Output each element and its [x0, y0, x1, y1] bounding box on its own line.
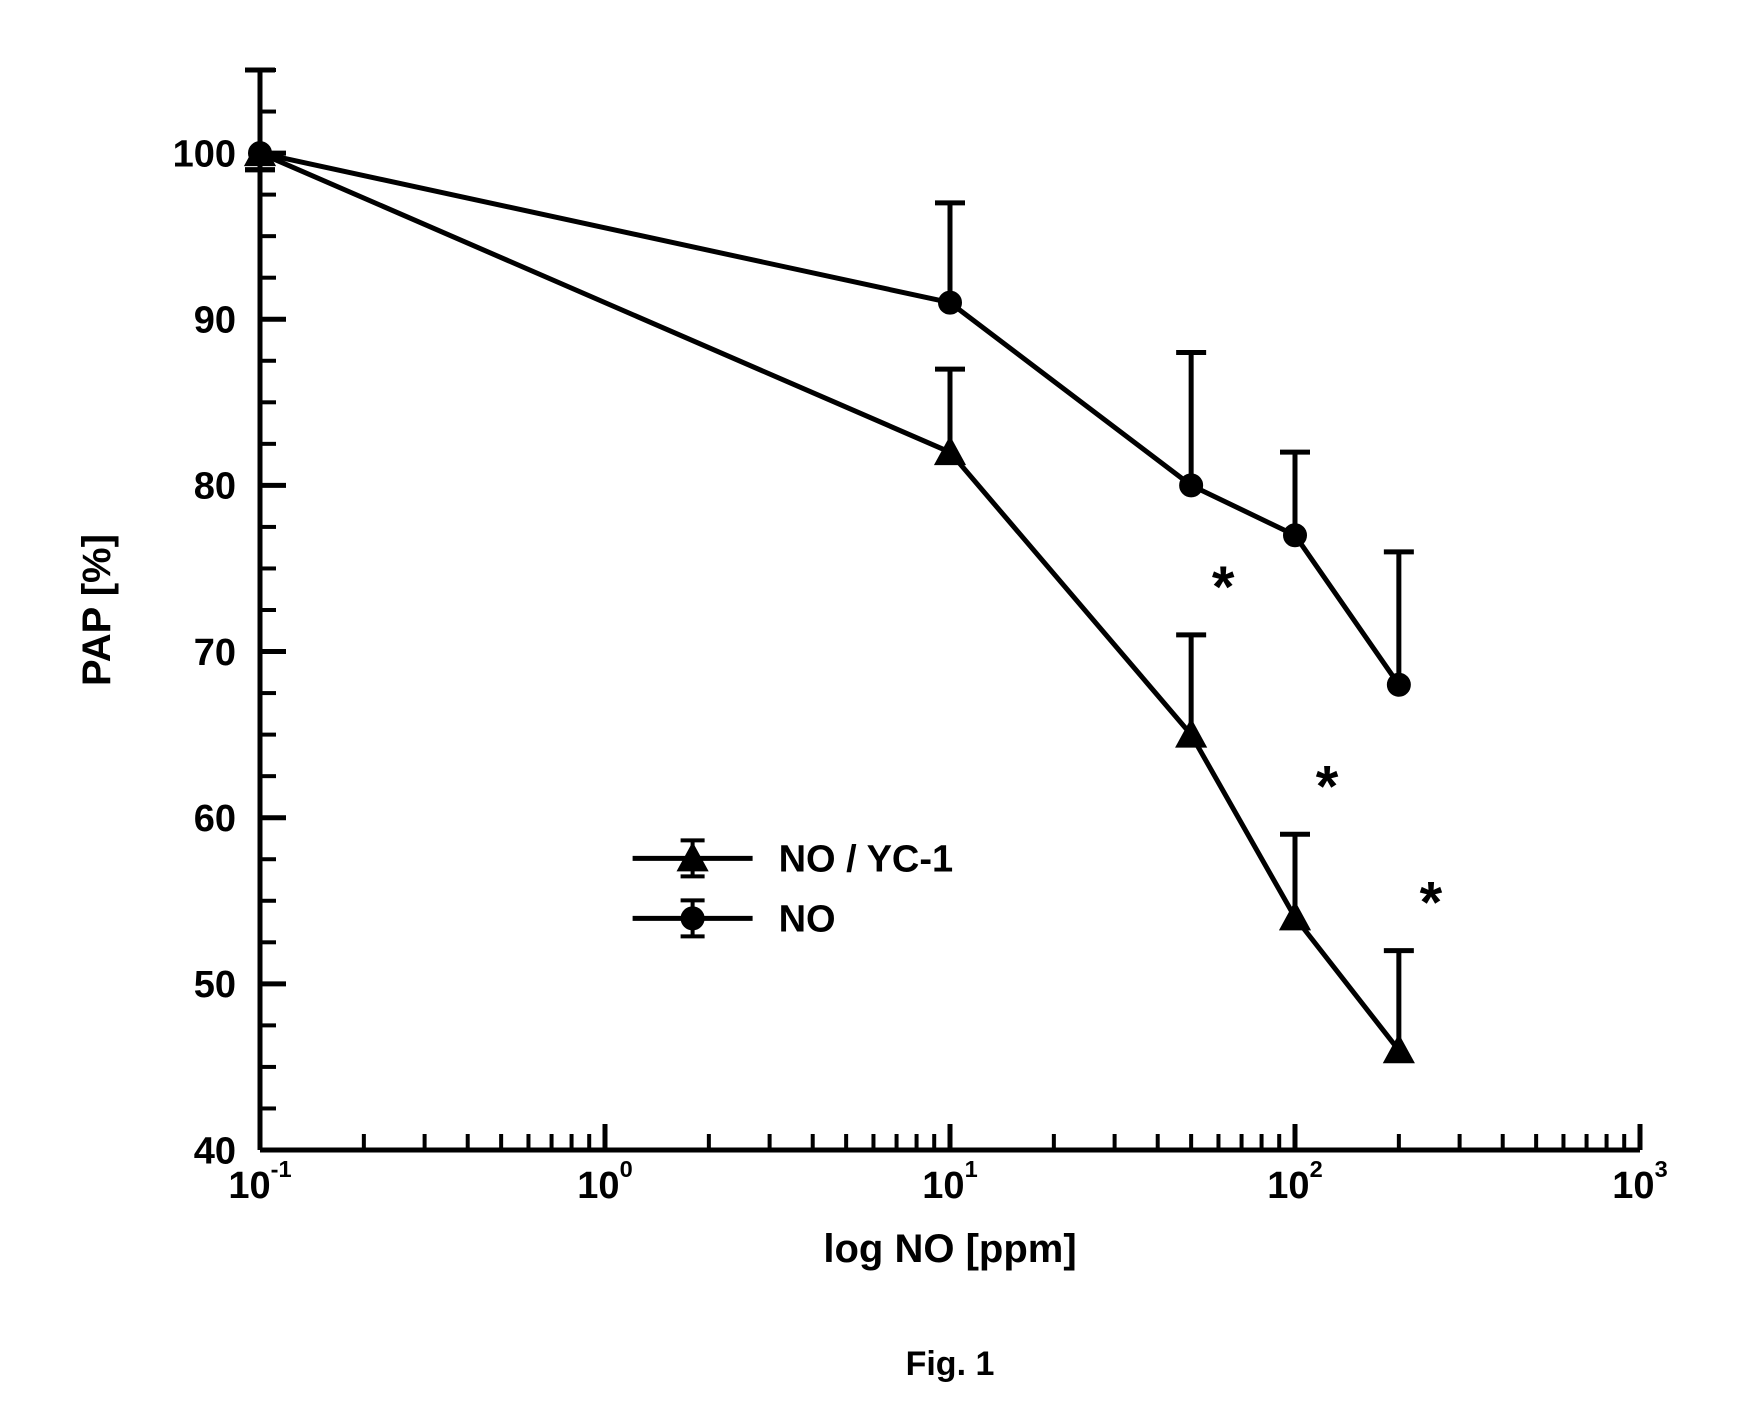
x-tick-label: 100 [577, 1156, 632, 1207]
marker-circle [1284, 524, 1306, 546]
x-tick-label: 103 [1612, 1156, 1667, 1207]
marker-triangle [1281, 903, 1310, 929]
series-no_yc1: * * * [245, 70, 1443, 1062]
x-tick-label: 10-1 [228, 1156, 291, 1207]
y-tick-label: 50 [194, 964, 236, 1006]
chart-svg: 40506070809010010-1100101102103PAP [%]lo… [0, 0, 1764, 1415]
marker-circle [1180, 474, 1202, 496]
legend-label: NO [779, 899, 836, 941]
y-tick-label: 60 [194, 798, 236, 840]
marker-circle [1388, 674, 1410, 696]
legend-label: NO / YC-1 [779, 839, 954, 881]
y-tick-label: 100 [173, 133, 236, 175]
y-axis-label: PAP [%] [75, 534, 119, 686]
marker-circle [939, 292, 961, 314]
axes: 40506070809010010-1100101102103PAP [%]lo… [75, 70, 1668, 1271]
significance-star: * [1212, 555, 1235, 620]
x-axis-label: log NO [ppm] [823, 1227, 1076, 1271]
marker-circle [249, 142, 271, 164]
significance-star: * [1316, 754, 1339, 819]
x-tick-label: 101 [922, 1156, 977, 1207]
chart-stage: 40506070809010010-1100101102103PAP [%]lo… [0, 0, 1764, 1415]
legend: NO / YC-1 NO [633, 839, 954, 941]
y-tick-label: 90 [194, 300, 236, 342]
y-tick-label: 80 [194, 466, 236, 508]
marker-circle [682, 907, 704, 929]
significance-star: * [1420, 871, 1443, 936]
marker-triangle [936, 438, 965, 464]
x-tick-label: 102 [1267, 1156, 1322, 1207]
y-tick-label: 70 [194, 632, 236, 674]
series-no [245, 70, 1414, 696]
figure-caption: Fig. 1 [906, 1345, 995, 1383]
